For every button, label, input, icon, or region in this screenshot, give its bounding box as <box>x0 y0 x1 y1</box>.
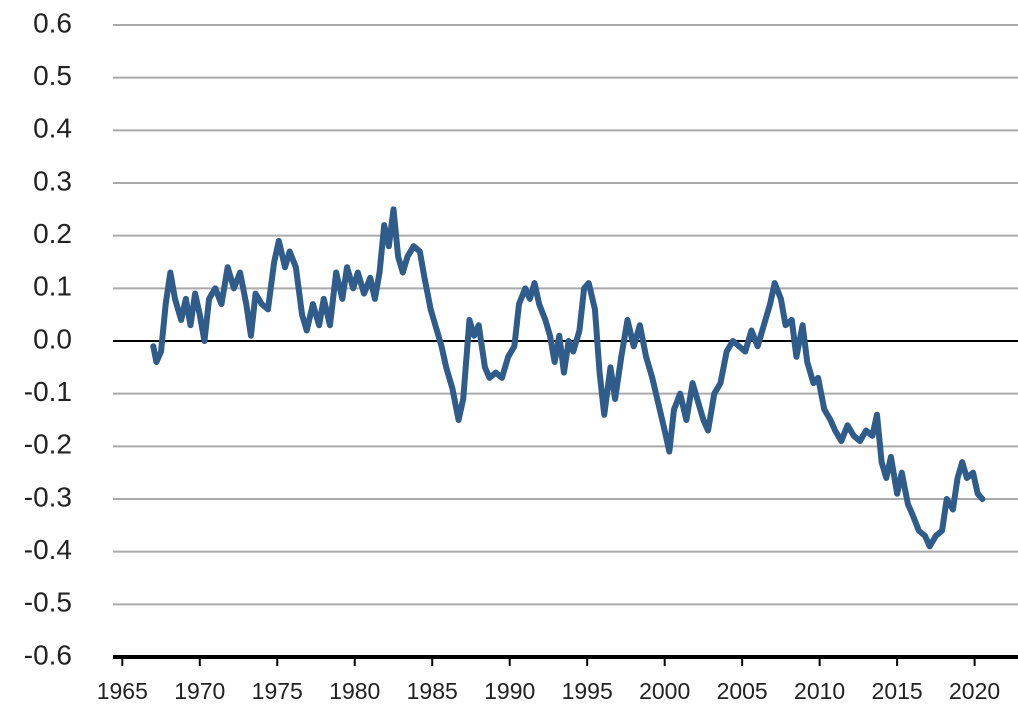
x-tick-label: 1980 <box>329 678 380 704</box>
y-tick-label: -0.2 <box>24 429 72 460</box>
y-tick-label: -0.6 <box>24 639 72 670</box>
data-line <box>150 206 986 550</box>
y-tick-label: -0.5 <box>24 587 72 618</box>
y-tick-label: -0.1 <box>24 376 72 407</box>
y-tick-label: 0.6 <box>33 7 72 38</box>
x-tick-label: 1995 <box>562 678 613 704</box>
x-tick-label: 1965 <box>97 678 148 704</box>
x-tick-label: 2015 <box>872 678 923 704</box>
y-tick-label: 0.4 <box>33 113 72 144</box>
y-tick-label: 0.2 <box>33 218 72 249</box>
x-tick-label: 2020 <box>949 678 1000 704</box>
x-tick-label: 1990 <box>484 678 535 704</box>
y-tick-label: 0.1 <box>33 271 72 302</box>
y-tick-label: 0.0 <box>33 323 72 354</box>
x-tick-label: 2010 <box>794 678 845 704</box>
y-tick-label: -0.3 <box>24 481 72 512</box>
x-tick-label: 1970 <box>174 678 225 704</box>
x-tick-label: 1985 <box>407 678 458 704</box>
y-tick-label: 0.5 <box>33 60 72 91</box>
x-tick-label: 1975 <box>252 678 303 704</box>
y-tick-label: -0.4 <box>24 534 72 565</box>
y-tick-label: 0.3 <box>33 165 72 196</box>
x-tick-label: 2000 <box>639 678 690 704</box>
x-tick-label: 2005 <box>717 678 768 704</box>
